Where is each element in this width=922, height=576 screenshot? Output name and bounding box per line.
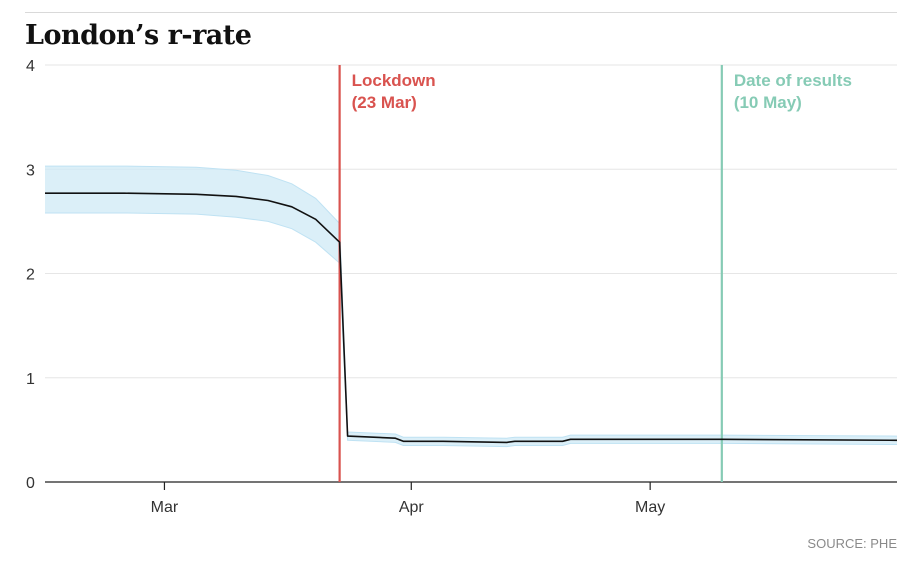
source-note: SOURCE: PHE <box>807 536 897 551</box>
event-marker-label: (10 May) <box>734 93 802 112</box>
r-rate-line <box>45 192 898 444</box>
x-axis: Mar Apr May <box>45 481 897 516</box>
y-tick-label: 3 <box>26 162 35 179</box>
event-marker-label: (23 Mar) <box>352 93 417 112</box>
confidence-band <box>45 165 898 448</box>
y-tick-label: 2 <box>26 267 35 284</box>
event-markers: Lockdown (23 Mar) Date of results (10 May) <box>338 65 852 482</box>
x-tick-label: May <box>635 499 665 516</box>
band-upper-edge <box>45 165 898 439</box>
confidence-band-area <box>45 166 897 447</box>
x-tick-label: Mar <box>151 499 179 516</box>
y-tick-label: 0 <box>26 475 35 492</box>
band-lower-edge <box>45 212 898 448</box>
y-tick-label: 4 <box>26 58 35 75</box>
y-axis-ticks: 0 1 2 3 4 <box>26 58 35 492</box>
event-marker-label: Date of results <box>734 71 852 90</box>
r-rate-line-group <box>45 192 898 444</box>
x-tick-label: Apr <box>399 499 425 516</box>
y-tick-label: 1 <box>26 371 35 388</box>
chart-title: London’s r-rate <box>25 20 252 51</box>
top-rule <box>25 12 897 13</box>
event-marker-label: Lockdown <box>352 71 436 90</box>
